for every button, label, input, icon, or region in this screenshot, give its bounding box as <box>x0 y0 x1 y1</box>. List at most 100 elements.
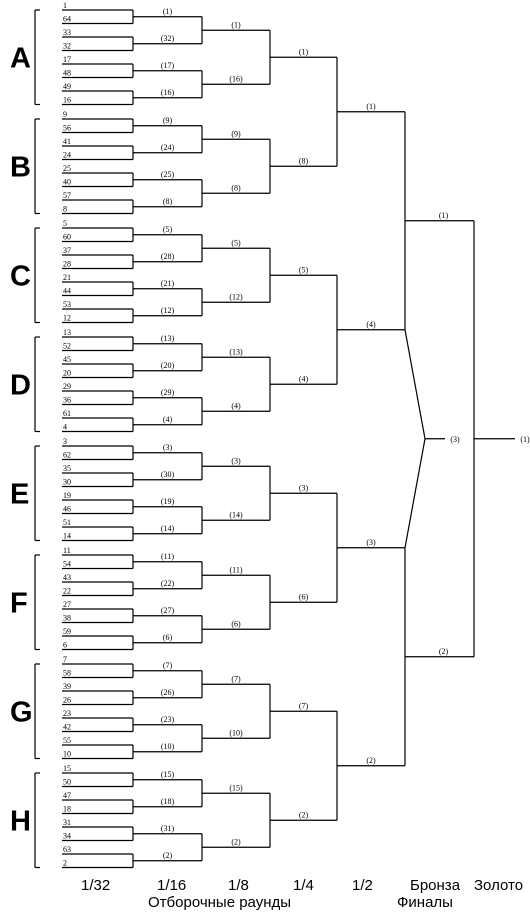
match-winner-label: (16) <box>161 88 175 97</box>
seed-number: 55 <box>63 736 71 745</box>
qualifying-rounds-label: Отборочные раунды <box>148 894 292 911</box>
seed-number: 13 <box>63 328 71 337</box>
group-letter-e: E <box>10 478 29 510</box>
match-winner-label: (30) <box>161 470 175 479</box>
match-winner-label: (23) <box>161 715 175 724</box>
match-winner-label: (27) <box>161 606 175 615</box>
seed-number: 29 <box>63 382 71 391</box>
match-winner-label: (9) <box>163 116 173 125</box>
gold-winner-label: (1) <box>520 435 530 444</box>
seed-number: 17 <box>63 55 71 64</box>
group-letter-c: C <box>10 260 31 292</box>
match-winner-label: (6) <box>163 633 173 642</box>
seed-number: 19 <box>63 491 71 500</box>
seed-number: 44 <box>63 287 71 296</box>
seed-number: 1 <box>63 1 67 10</box>
seed-number: 10 <box>63 750 71 759</box>
seed-number: 40 <box>63 178 71 187</box>
group-letter-d: D <box>10 369 31 401</box>
match-winner-label: (4) <box>231 401 241 410</box>
seed-number: 4 <box>63 423 67 432</box>
match-winner-label: (2) <box>231 837 241 846</box>
match-winner-label: (16) <box>229 74 243 83</box>
seed-number: 32 <box>63 42 71 51</box>
seed-number: 56 <box>63 124 71 133</box>
match-winner-label: (11) <box>229 565 242 574</box>
match-winner-label: (22) <box>161 579 175 588</box>
match-winner-label: (14) <box>161 524 175 533</box>
match-winner-label: (10) <box>229 728 243 737</box>
seed-number: 59 <box>63 627 71 636</box>
round-label-1-16: 1/16 <box>157 877 187 894</box>
seed-number: 26 <box>63 696 71 705</box>
seed-number: 23 <box>63 709 71 718</box>
seed-number: 5 <box>63 219 67 228</box>
match-winner-label: (5) <box>231 238 241 247</box>
seed-number: 31 <box>63 818 71 827</box>
seed-number: 28 <box>63 260 71 269</box>
seed-number: 2 <box>63 859 67 868</box>
seed-number: 35 <box>63 464 71 473</box>
seed-number: 25 <box>63 164 71 173</box>
match-winner-label: (15) <box>229 783 243 792</box>
seed-number: 47 <box>63 791 71 800</box>
seed-number: 34 <box>63 832 71 841</box>
match-winner-label: (24) <box>161 143 175 152</box>
seed-number: 41 <box>63 137 71 146</box>
match-winner-label: (19) <box>161 497 175 506</box>
match-winner-label: (3) <box>299 483 309 492</box>
match-winner-label: (26) <box>161 688 175 697</box>
quarterfinal-winner-label: (2) <box>366 756 376 765</box>
match-winner-label: (6) <box>231 619 241 628</box>
quarterfinal-winner-label: (3) <box>366 538 376 547</box>
match-winner-label: (5) <box>299 265 309 274</box>
group-letter-a: A <box>10 42 31 74</box>
seed-number: 39 <box>63 682 71 691</box>
seed-number: 6 <box>63 641 67 650</box>
match-winner-label: (9) <box>231 129 241 138</box>
match-winner-label: (7) <box>163 661 173 670</box>
seed-number: 45 <box>63 355 71 364</box>
match-winner-label: (7) <box>299 701 309 710</box>
match-winner-label: (13) <box>161 334 175 343</box>
seed-number: 53 <box>63 300 71 309</box>
semifinal-winner-label: (2) <box>439 647 449 656</box>
match-winner-label: (14) <box>229 510 243 519</box>
seed-number: 64 <box>63 15 71 24</box>
bronze-winner-label: (3) <box>450 435 460 444</box>
seed-number: 22 <box>63 587 71 596</box>
seed-number: 27 <box>63 600 71 609</box>
seed-number: 50 <box>63 778 71 787</box>
bronze-connector-line <box>404 329 426 439</box>
match-winner-label: (7) <box>231 674 241 683</box>
match-winner-label: (8) <box>163 197 173 206</box>
match-winner-label: (15) <box>161 770 175 779</box>
seed-number: 58 <box>63 669 71 678</box>
match-winner-label: (21) <box>161 279 175 288</box>
match-winner-label: (18) <box>161 797 175 806</box>
seed-number: 15 <box>63 764 71 773</box>
seed-number: 30 <box>63 478 71 487</box>
seed-number: 42 <box>63 723 71 732</box>
match-winner-label: (11) <box>161 552 174 561</box>
round-label-gold: Золото <box>474 877 524 894</box>
seed-number: 16 <box>63 96 71 105</box>
round-label-1-4: 1/4 <box>293 877 314 894</box>
seed-number: 21 <box>63 273 71 282</box>
seed-number: 11 <box>63 546 71 555</box>
round-label-1-32: 1/32 <box>81 877 111 894</box>
quarterfinal-winner-label: (1) <box>366 102 376 111</box>
match-winner-label: (28) <box>161 252 175 261</box>
seed-number: 46 <box>63 505 71 514</box>
seed-number: 61 <box>63 409 71 418</box>
seed-number: 8 <box>63 205 67 214</box>
match-winner-label: (32) <box>161 34 175 43</box>
match-winner-label: (4) <box>299 374 309 383</box>
finals-label: Финалы <box>397 894 453 911</box>
seed-number: 49 <box>63 82 71 91</box>
quarterfinal-winner-label: (4) <box>366 320 376 329</box>
bronze-connector-line <box>404 438 426 548</box>
match-winner-label: (12) <box>161 306 175 315</box>
group-letter-h: H <box>10 805 31 837</box>
